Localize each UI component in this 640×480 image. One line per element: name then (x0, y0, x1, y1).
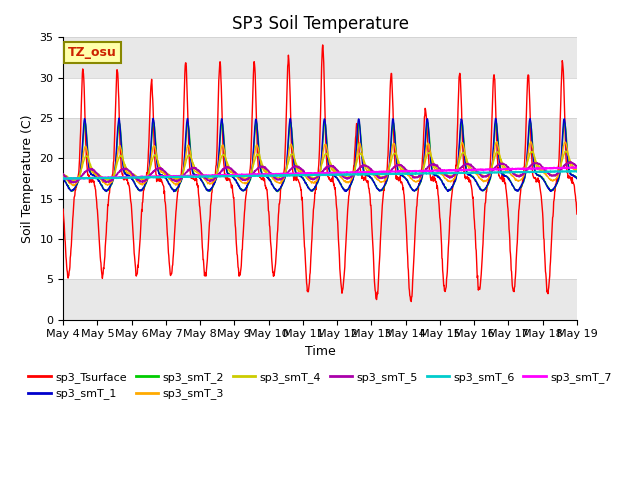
sp3_smT_6 (61, 176, 69, 182)
sp3_smT_6 (60, 175, 67, 181)
sp3_smT_7 (467, 167, 475, 173)
sp3_smT_7 (400, 168, 408, 174)
sp3_smT_5 (513, 173, 520, 179)
sp3_smT_4 (174, 176, 182, 182)
sp3_Tsurface (573, 211, 580, 217)
sp3_Tsurface (231, 216, 239, 221)
sp3_smT_2 (232, 177, 239, 183)
Bar (63, 37, 577, 78)
sp3_smT_3 (161, 172, 169, 178)
sp3_smT_4 (70, 178, 78, 184)
sp3_smT_5 (566, 159, 573, 165)
sp3_smT_5 (68, 180, 76, 185)
sp3_smT_1 (513, 188, 520, 194)
Text: TZ_osu: TZ_osu (68, 46, 117, 59)
sp3_smT_6 (513, 169, 520, 175)
sp3_smT_4 (513, 172, 520, 178)
sp3_smT_4 (60, 171, 67, 177)
sp3_smT_5 (161, 168, 169, 174)
sp3_smT_2 (150, 120, 157, 125)
sp3_smT_1 (115, 115, 123, 121)
sp3_smT_7 (161, 174, 169, 180)
sp3_Tsurface (408, 299, 415, 304)
sp3_smT_1 (170, 189, 178, 194)
sp3_smT_6 (467, 170, 475, 176)
Line: sp3_smT_4: sp3_smT_4 (63, 151, 577, 181)
sp3_smT_1 (174, 184, 182, 190)
sp3_smT_6 (400, 171, 408, 177)
sp3_smT_1 (400, 175, 408, 180)
sp3_smT_5 (467, 161, 475, 167)
sp3_smT_6 (567, 168, 575, 174)
Bar (63, 279, 577, 320)
sp3_smT_7 (232, 172, 239, 178)
Line: sp3_smT_6: sp3_smT_6 (63, 171, 577, 179)
sp3_smT_5 (174, 178, 182, 184)
sp3_smT_2 (60, 176, 67, 182)
sp3_Tsurface (400, 191, 408, 196)
sp3_smT_7 (174, 173, 182, 179)
sp3_smT_4 (562, 148, 570, 154)
sp3_smT_2 (161, 175, 169, 180)
sp3_smT_3 (232, 173, 239, 179)
sp3_smT_2 (513, 188, 520, 193)
Line: sp3_smT_2: sp3_smT_2 (63, 122, 577, 192)
X-axis label: Time: Time (305, 345, 335, 358)
sp3_smT_6 (174, 174, 182, 180)
sp3_smT_3 (400, 168, 408, 174)
sp3_smT_6 (573, 168, 580, 174)
sp3_Tsurface (60, 206, 67, 212)
sp3_smT_5 (60, 171, 67, 177)
sp3_smT_3 (60, 173, 67, 179)
sp3_smT_4 (400, 168, 408, 173)
Line: sp3_smT_1: sp3_smT_1 (63, 118, 577, 192)
sp3_smT_3 (174, 180, 182, 186)
sp3_smT_4 (161, 170, 169, 176)
sp3_Tsurface (173, 193, 181, 199)
Legend: sp3_Tsurface, sp3_smT_1, sp3_smT_2, sp3_smT_3, sp3_smT_4, sp3_smT_5, sp3_smT_6, : sp3_Tsurface, sp3_smT_1, sp3_smT_2, sp3_… (24, 368, 616, 404)
sp3_smT_5 (400, 164, 408, 170)
sp3_smT_2 (274, 189, 282, 194)
Bar (63, 118, 577, 158)
sp3_smT_2 (400, 174, 408, 180)
sp3_smT_4 (573, 167, 580, 173)
Line: sp3_smT_7: sp3_smT_7 (63, 168, 577, 179)
sp3_smT_6 (161, 174, 169, 180)
sp3_Tsurface (467, 182, 475, 188)
Title: SP3 Soil Temperature: SP3 Soil Temperature (232, 15, 408, 33)
sp3_smT_2 (174, 185, 182, 191)
sp3_smT_1 (232, 177, 239, 183)
sp3_Tsurface (319, 42, 326, 48)
sp3_smT_3 (513, 178, 520, 183)
sp3_smT_7 (573, 165, 580, 170)
sp3_smT_3 (70, 183, 77, 189)
sp3_smT_1 (467, 172, 475, 178)
sp3_smT_5 (232, 170, 239, 176)
Y-axis label: Soil Temperature (C): Soil Temperature (C) (20, 114, 34, 243)
sp3_smT_4 (232, 169, 239, 175)
Line: sp3_smT_3: sp3_smT_3 (63, 142, 577, 186)
sp3_smT_2 (467, 172, 475, 178)
sp3_smT_5 (573, 164, 580, 170)
sp3_Tsurface (161, 198, 169, 204)
Bar (63, 199, 577, 239)
sp3_smT_3 (493, 139, 500, 144)
sp3_smT_7 (60, 175, 67, 181)
sp3_smT_3 (573, 168, 580, 174)
sp3_smT_1 (60, 175, 67, 181)
sp3_smT_3 (467, 167, 475, 172)
Line: sp3_Tsurface: sp3_Tsurface (63, 45, 577, 301)
sp3_smT_7 (63, 176, 71, 182)
sp3_smT_2 (573, 175, 580, 181)
Line: sp3_smT_5: sp3_smT_5 (63, 162, 577, 182)
sp3_smT_4 (467, 165, 475, 171)
sp3_smT_1 (161, 175, 169, 181)
sp3_smT_7 (513, 166, 520, 172)
sp3_Tsurface (513, 251, 520, 256)
sp3_smT_6 (232, 173, 239, 179)
sp3_smT_7 (572, 165, 579, 170)
sp3_smT_1 (573, 176, 580, 181)
